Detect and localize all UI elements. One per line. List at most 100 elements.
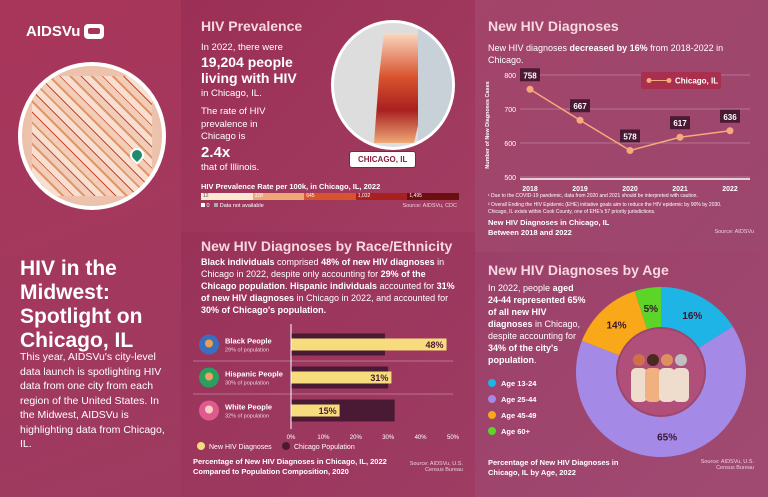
x-tick-label: 2020 bbox=[622, 186, 638, 193]
donut-slice bbox=[576, 326, 746, 457]
category-label: White People bbox=[225, 403, 272, 412]
slice-label: 5% bbox=[644, 304, 659, 315]
data-label: 758 bbox=[523, 71, 537, 80]
legend-label: Age 45-49 bbox=[501, 410, 537, 420]
donut-slice bbox=[634, 287, 661, 330]
legend-marker bbox=[666, 78, 672, 83]
data-point bbox=[726, 127, 734, 135]
rate-intro: The rate of HIV prevalence in Chicago is bbox=[201, 106, 266, 142]
y-axis-label: Number of New Diagnoses Cases bbox=[485, 81, 491, 168]
data-label: 667 bbox=[573, 102, 587, 111]
source: Source: AIDSVu bbox=[714, 229, 754, 235]
legend-label: Chicago Population bbox=[294, 444, 355, 451]
legend-label: Chicago, IL bbox=[675, 77, 718, 86]
left-panel: AIDSVu HIV in the Midwest: Spotlight on … bbox=[0, 0, 181, 497]
trend-body: New HIV diagnoses decreased by 16% from … bbox=[488, 43, 724, 65]
y-tick-label: 500 bbox=[504, 175, 516, 182]
legend-item: Age 60+ bbox=[488, 423, 536, 439]
legend-bin: 1,495 bbox=[407, 193, 459, 200]
city-text: in Chicago, IL. bbox=[201, 88, 262, 99]
trend-section: New HIV Diagnoses New HIV diagnoses decr… bbox=[475, 0, 768, 252]
legend-marker bbox=[488, 379, 496, 387]
legend-item: Age 25-44 bbox=[488, 391, 536, 407]
x-tick-label: 30% bbox=[382, 435, 395, 441]
x-tick-label: 2018 bbox=[522, 186, 538, 193]
footnote-2: ² Overall Ending the HIV Epidemic (EHE) … bbox=[488, 202, 722, 215]
legend-title: HIV Prevalence Rate per 100k, in Chicago… bbox=[201, 182, 381, 191]
legend-bin: 645 bbox=[304, 193, 356, 200]
race-body: Black individuals comprised 48% of new H… bbox=[201, 257, 455, 315]
slice-label: 65% bbox=[657, 433, 677, 444]
source: Source: AIDSVu, U.S. Census Bureau bbox=[700, 459, 754, 471]
people-living-with-hiv: 19,204 people living with HIV bbox=[201, 54, 297, 86]
data-label-box bbox=[570, 99, 590, 113]
legend-box bbox=[641, 72, 721, 89]
x-tick-label: 2021 bbox=[672, 186, 688, 193]
section-title: New HIV Diagnoses by Race/Ethnicity bbox=[201, 238, 453, 254]
bar-value-label: 15% bbox=[319, 406, 337, 416]
brand-name: AIDSVu bbox=[26, 23, 81, 40]
person-head bbox=[633, 354, 645, 366]
legend-zero: 0 Data not available bbox=[201, 203, 264, 209]
person-head bbox=[661, 354, 673, 366]
chicago-map bbox=[331, 20, 455, 150]
category-sublabel: 29% of population bbox=[225, 348, 269, 354]
data-label-box bbox=[520, 68, 540, 82]
slice-label: 16% bbox=[682, 311, 702, 322]
trend-line-chart: 500 600 700 800 Number of New Diagnoses Case… bbox=[485, 68, 750, 193]
bar-value-label: 31% bbox=[370, 373, 388, 383]
y-tick-label: 800 bbox=[504, 73, 516, 80]
prevalence-legend: 12 328 645 1,032 1,495 bbox=[201, 193, 459, 200]
person-body bbox=[673, 368, 689, 402]
person-body bbox=[645, 368, 661, 402]
data-label: 636 bbox=[723, 113, 737, 122]
legend-label: Age 13-24 bbox=[501, 378, 537, 388]
data-label: 578 bbox=[623, 132, 637, 141]
category-sublabel: 30% of population bbox=[225, 381, 269, 387]
legend-label: Age 25-44 bbox=[501, 394, 537, 404]
data-point bbox=[576, 116, 584, 124]
section-title: New HIV Diagnoses bbox=[488, 18, 619, 34]
x-tick-label: 0% bbox=[287, 435, 296, 441]
midwest-map bbox=[18, 62, 166, 210]
legend-marker bbox=[197, 442, 205, 450]
bar-new-diagnoses bbox=[291, 404, 340, 417]
avatar-face bbox=[205, 372, 213, 381]
data-label-box bbox=[620, 129, 640, 143]
avatar-face bbox=[205, 405, 213, 414]
chart-caption: Percentage of New HIV Diagnoses in Chica… bbox=[488, 458, 619, 477]
data-label-box bbox=[670, 116, 690, 130]
legend-bin: 328 bbox=[252, 193, 305, 200]
x-tick-label: 10% bbox=[317, 435, 330, 441]
page-title: HIV in the Midwest: Spotlight on Chicago… bbox=[20, 257, 143, 352]
data-label-box bbox=[720, 109, 740, 123]
bar-value-label: 48% bbox=[426, 340, 444, 350]
age-donut-chart: 16% 65% 14% 5% bbox=[576, 287, 746, 457]
brand-logo[interactable]: AIDSVu bbox=[26, 23, 105, 40]
bar-new-diagnoses bbox=[291, 371, 392, 384]
x-tick-label: 20% bbox=[350, 435, 363, 441]
person-head bbox=[675, 354, 687, 366]
footnote-1: ¹ Due to the COVID-19 pandemic, data fro… bbox=[488, 193, 698, 199]
rate-value: 2.4x bbox=[201, 144, 231, 161]
age-section: New HIV Diagnoses by Age In 2022, people… bbox=[475, 252, 768, 497]
data-point bbox=[626, 146, 634, 154]
age-legend: Age 13-24 Age 25-44 Age 45-49 Age 60+ bbox=[488, 375, 536, 439]
category-label: Hispanic People bbox=[225, 370, 283, 379]
x-tick-label: 40% bbox=[415, 435, 428, 441]
data-point bbox=[526, 85, 534, 93]
prevalence-intro: In 2022, there were bbox=[201, 42, 283, 53]
x-tick-label: 50% bbox=[447, 435, 460, 441]
us-map-logo-icon bbox=[84, 24, 105, 39]
y-tick-label: 700 bbox=[504, 107, 516, 114]
avatar-face bbox=[205, 339, 213, 348]
legend-marker bbox=[646, 78, 652, 83]
person-body bbox=[659, 368, 675, 402]
age-body: In 2022, people aged 24-44 represented 6… bbox=[488, 283, 586, 365]
chicago-map-label: CHICAGO, IL bbox=[349, 151, 417, 168]
category-sublabel: 32% of population bbox=[225, 414, 269, 420]
source: Source: AIDSVu, U.S. Census Bureau bbox=[409, 461, 463, 473]
legend-label: Age 60+ bbox=[501, 426, 530, 436]
y-tick-label: 600 bbox=[504, 141, 516, 148]
donut-slice bbox=[581, 291, 648, 356]
